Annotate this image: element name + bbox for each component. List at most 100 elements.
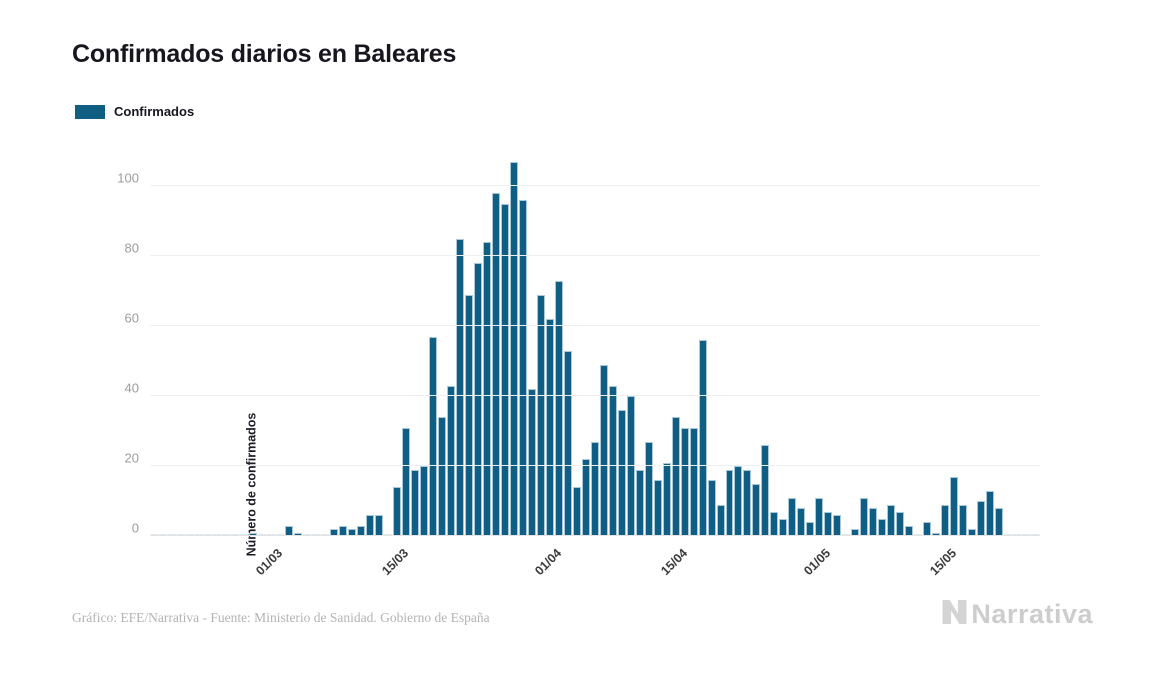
bar-09/04 <box>617 410 626 536</box>
bar-slot <box>734 144 743 536</box>
bar-slot <box>330 144 339 536</box>
legend-swatch <box>75 104 105 119</box>
bar-slot <box>626 144 635 536</box>
bar-slot <box>608 144 617 536</box>
bar-slot <box>995 144 1004 536</box>
bar-28/04 <box>788 497 797 536</box>
bar-01/04 <box>545 319 554 536</box>
bar-slot <box>662 144 671 536</box>
bar-slot <box>186 144 195 536</box>
bar-24/03 <box>473 263 482 536</box>
bar-slot <box>1030 144 1039 536</box>
bar-slot <box>725 144 734 536</box>
bar-13/05 <box>923 522 932 536</box>
bar-slot <box>905 144 914 536</box>
bar-slot <box>536 144 545 536</box>
x-tick-label: 15/03 <box>379 546 412 579</box>
narrativa-logo: Narrativa <box>941 599 1093 630</box>
bar-slot <box>914 144 923 536</box>
bar-23/03 <box>464 294 473 536</box>
bar-29/03 <box>518 200 527 536</box>
bar-slot <box>491 144 500 536</box>
bar-slot <box>599 144 608 536</box>
bars-container <box>150 144 1040 536</box>
bar-slot <box>339 144 348 536</box>
bar-slot <box>500 144 509 536</box>
bar-slot <box>276 144 285 536</box>
bar-15/03 <box>393 487 402 536</box>
bar-20/04 <box>716 504 725 536</box>
bar-slot <box>384 144 393 536</box>
bar-slot <box>1021 144 1030 536</box>
bar-slot <box>150 144 159 536</box>
bar-slot <box>635 144 644 536</box>
bar-slot <box>545 144 554 536</box>
bar-26/03 <box>491 193 500 536</box>
bar-slot <box>294 144 303 536</box>
bar-slot <box>644 144 653 536</box>
bar-18/05 <box>968 529 977 536</box>
bar-18/03 <box>420 466 429 536</box>
bar-slot <box>797 144 806 536</box>
bar-slot <box>375 144 384 536</box>
bar-slot <box>303 144 312 536</box>
bar-slot <box>249 144 258 536</box>
bar-05/04 <box>581 459 590 536</box>
bar-03/03 <box>285 525 294 536</box>
bar-10/04 <box>626 396 635 536</box>
legend: Confirmados <box>75 104 194 119</box>
bar-10/05 <box>896 511 905 536</box>
bar-slot <box>438 144 447 536</box>
bar-16/04 <box>680 427 689 536</box>
bar-slot <box>1004 144 1013 536</box>
bar-slot <box>222 144 231 536</box>
bar-10/03 <box>348 529 357 536</box>
bar-19/03 <box>429 336 437 536</box>
bar-slot <box>420 144 429 536</box>
bar-slot <box>204 144 213 536</box>
source-attribution: Gráfico: EFE/Narrativa - Fuente: Ministe… <box>72 610 490 625</box>
bar-slot <box>707 144 716 536</box>
bar-05/05 <box>851 529 860 536</box>
bar-slot <box>986 144 995 536</box>
legend-label: Confirmados <box>114 104 195 119</box>
bar-30/03 <box>527 389 536 536</box>
bar-20/03 <box>438 417 446 536</box>
bar-slot <box>168 144 177 536</box>
bar-slot <box>159 144 168 536</box>
bar-slot <box>177 144 186 536</box>
bar-17/04 <box>689 427 698 536</box>
narrativa-n-icon <box>941 599 968 630</box>
bar-slot <box>518 144 527 536</box>
bar-17/03 <box>411 469 420 536</box>
bar-14/04 <box>662 462 671 536</box>
bar-slot <box>671 144 680 536</box>
bar-slot <box>321 144 330 536</box>
bar-slot <box>815 144 824 536</box>
bar-slot <box>959 144 968 536</box>
bar-25/03 <box>482 242 491 536</box>
bar-slot <box>366 144 375 536</box>
gridline <box>150 465 1040 466</box>
logo-text: Narrativa <box>971 599 1093 629</box>
bar-16/05 <box>950 476 959 536</box>
bar-23/04 <box>743 469 752 536</box>
x-tick-label: 15/05 <box>927 546 960 579</box>
bar-17/05 <box>959 504 968 536</box>
bar-slot <box>429 144 438 536</box>
bar-21/05 <box>995 508 1004 536</box>
bar-19/05 <box>977 501 986 536</box>
bar-slot <box>213 144 222 536</box>
bar-11/04 <box>635 469 644 536</box>
bar-19/04 <box>707 480 716 536</box>
bar-slot <box>509 144 518 536</box>
bar-slot <box>878 144 887 536</box>
bar-slot <box>806 144 815 536</box>
bar-15/05 <box>941 504 950 536</box>
y-tick-label: 20 <box>124 450 139 466</box>
bar-slot <box>482 144 491 536</box>
plot-area: Número de confirmados 0 20 40 60 80 100 01/03 1… <box>117 144 1040 578</box>
bar-slot <box>617 144 626 536</box>
bar-slot <box>393 144 402 536</box>
bar-08/04 <box>608 385 617 536</box>
